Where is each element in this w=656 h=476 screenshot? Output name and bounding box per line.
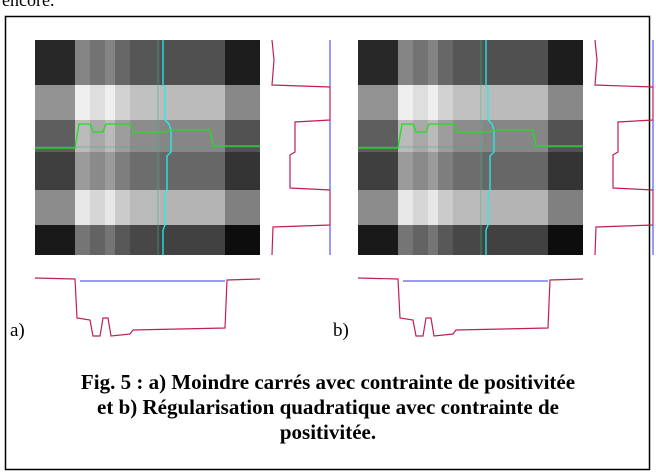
image-cell: [105, 152, 115, 190]
image-cell: [413, 152, 428, 190]
image-cell: [90, 85, 105, 120]
image-cell: [413, 190, 428, 225]
image-cell: [413, 225, 428, 255]
image-cell: [548, 225, 583, 255]
image-cell: [398, 225, 413, 255]
image-cell: [483, 152, 548, 190]
image-cell: [160, 190, 225, 225]
image-cell: [548, 40, 583, 85]
image-cell: [438, 190, 453, 225]
image-cell: [160, 152, 225, 190]
image-cell: [428, 85, 438, 120]
bottom-profile: [35, 278, 260, 336]
right-profile: [595, 40, 653, 255]
top-text: encore.: [2, 0, 54, 10]
image-cell: [160, 40, 225, 85]
image-cell: [398, 152, 413, 190]
panel-label: a): [10, 320, 25, 341]
image-cell: [130, 40, 160, 85]
caption-line: Fig. 5 : a) Moindre carrés avec contrain…: [81, 370, 575, 394]
figure: encore. a) b) Fig. 5 : a) Moindre carrés…: [0, 0, 656, 476]
image-cell: [358, 40, 398, 85]
image-cell: [160, 85, 225, 120]
image-cell: [438, 152, 453, 190]
image-cell: [75, 225, 90, 255]
image-cell: [548, 85, 583, 120]
image-cell: [548, 190, 583, 225]
image-cell: [438, 85, 453, 120]
image-cell: [225, 225, 260, 255]
panel-a: [35, 40, 330, 336]
image-cell: [130, 225, 160, 255]
image-cell: [453, 225, 483, 255]
panel-b: [358, 40, 653, 336]
image-cell: [105, 85, 115, 120]
image-cell: [548, 152, 583, 190]
image-cell: [115, 40, 130, 85]
bottom-profile: [358, 278, 583, 336]
image-cell: [413, 40, 428, 85]
image-cell: [225, 40, 260, 85]
image-cell: [483, 85, 548, 120]
image-cell: [428, 190, 438, 225]
image-cell: [398, 190, 413, 225]
image-cell: [105, 225, 115, 255]
image-cell: [35, 40, 75, 85]
image-cell: [75, 85, 90, 120]
image-cell: [398, 85, 413, 120]
image-cell: [428, 152, 438, 190]
image-cell: [453, 190, 483, 225]
image-cell: [130, 85, 160, 120]
image-cell: [130, 190, 160, 225]
image-cell: [225, 152, 260, 190]
image-cell: [35, 152, 75, 190]
image-cell: [35, 190, 75, 225]
image-cell: [358, 225, 398, 255]
image-cell: [225, 85, 260, 120]
image-cell: [35, 225, 75, 255]
image-cell: [483, 40, 548, 85]
image-cell: [438, 40, 453, 85]
image-cell: [453, 85, 483, 120]
image-cell: [483, 225, 548, 255]
image-cell: [130, 152, 160, 190]
image-cell: [483, 190, 548, 225]
image-cell: [398, 40, 413, 85]
image-cell: [115, 190, 130, 225]
image-cell: [105, 40, 115, 85]
image-cell: [115, 152, 130, 190]
image-cell: [358, 85, 398, 120]
image-cell: [358, 152, 398, 190]
image-cell: [75, 152, 90, 190]
image-cell: [453, 40, 483, 85]
page: encore. a) b) Fig. 5 : a) Moindre carrés…: [0, 0, 656, 476]
image-cell: [115, 85, 130, 120]
image-cell: [90, 152, 105, 190]
image-cell: [413, 85, 428, 120]
image-cell: [90, 225, 105, 255]
image-cell: [428, 40, 438, 85]
right-profile: [272, 40, 330, 255]
panel-label: b): [333, 320, 349, 341]
image-cell: [225, 190, 260, 225]
image-cell: [438, 225, 453, 255]
image-cell: [90, 40, 105, 85]
image-cell: [105, 190, 115, 225]
image-cell: [35, 85, 75, 120]
image-cell: [75, 190, 90, 225]
caption-line: positivitée.: [280, 420, 376, 444]
image-cell: [115, 225, 130, 255]
image-cell: [75, 40, 90, 85]
caption-line: et b) Régularisation quadratique avec co…: [97, 395, 559, 419]
image-cell: [90, 190, 105, 225]
image-cell: [358, 190, 398, 225]
image-cell: [453, 152, 483, 190]
image-cell: [428, 225, 438, 255]
image-cell: [160, 225, 225, 255]
